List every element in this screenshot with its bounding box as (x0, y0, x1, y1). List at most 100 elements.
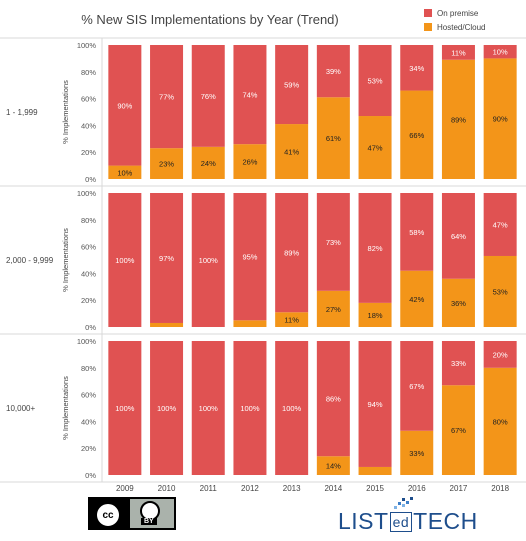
y-tick-label-2-4: 80% (81, 364, 96, 373)
bar-hosted-cloud-0-2009 (108, 165, 142, 179)
panel-label-1: 2,000 - 9,999 (6, 256, 54, 265)
label-hosted-cloud-0-2015: 47% (368, 144, 383, 153)
label-on-premise-1-2010: 97% (159, 254, 174, 263)
legend-label-on-premise: On premise (437, 8, 479, 18)
label-on-premise-0-2014: 39% (326, 67, 341, 76)
label-on-premise-1-2018: 47% (493, 220, 508, 229)
panel-label-2: 10,000+ (6, 404, 35, 413)
legend-swatch-hosted-cloud (424, 23, 432, 31)
bar-on-premise-2-2012 (233, 341, 267, 475)
label-hosted-cloud-2-2017: 67% (451, 426, 466, 435)
label-on-premise-1-2009: 100% (115, 256, 135, 265)
x-tick-label-2017: 2017 (450, 484, 468, 493)
label-hosted-cloud-1-2018: 53% (493, 287, 508, 296)
y-tick-label-1-5: 100% (77, 189, 97, 198)
legend: On premise Hosted/Cloud (424, 6, 485, 34)
brand-list: LIST (338, 508, 389, 534)
label-on-premise-1-2016: 58% (409, 228, 424, 237)
label-on-premise-1-2015: 82% (368, 244, 383, 253)
bar-hosted-cloud-1-2014 (316, 290, 350, 327)
bar-hosted-cloud-0-2015 (358, 116, 392, 179)
bar-on-premise-0-2011 (191, 45, 225, 147)
bar-hosted-cloud-2-2014 (316, 456, 350, 475)
listedtech-logo: LIST ed TECH (338, 505, 478, 535)
label-hosted-cloud-0-2011: 24% (201, 159, 216, 168)
bar-hosted-cloud-1-2013 (275, 312, 309, 327)
label-hosted-cloud-0-2018: 90% (493, 115, 508, 124)
bar-hosted-cloud-1-2017 (441, 278, 475, 327)
bar-hosted-cloud-1-2015 (358, 302, 392, 327)
label-hosted-cloud-0-2014: 61% (326, 134, 341, 143)
stacked-bar-chart: 1 - 1,999 % Implementations 0% 20% 40% 60% 80%… (0, 37, 526, 493)
label-on-premise-0-2010: 77% (159, 93, 174, 102)
label-on-premise-2-2018: 20% (493, 350, 508, 359)
label-hosted-cloud-1-2015: 18% (368, 311, 383, 320)
bar-on-premise-1-2014 (316, 193, 350, 291)
label-on-premise-0-2016: 34% (409, 64, 424, 73)
label-hosted-cloud-0-2016: 66% (409, 131, 424, 140)
label-hosted-cloud-0-2009: 10% (117, 168, 132, 177)
bar-hosted-cloud-2-2017 (441, 385, 475, 475)
label-on-premise-0-2018: 10% (493, 48, 508, 57)
bar-on-premise-0-2018 (483, 45, 517, 59)
label-on-premise-0-2013: 59% (284, 81, 299, 90)
label-on-premise-0-2015: 53% (368, 77, 383, 86)
bar-on-premise-1-2011 (191, 193, 225, 327)
bar-on-premise-2-2018 (483, 341, 517, 368)
bar-on-premise-2-2009 (108, 341, 142, 475)
brand-ed: ed (389, 512, 413, 532)
label-on-premise-2-2015: 94% (368, 400, 383, 409)
y-tick-label-0-5: 100% (77, 41, 97, 50)
bar-on-premise-2-2010 (150, 341, 184, 475)
label-on-premise-2-2010: 100% (157, 404, 177, 413)
x-tick-label-2011: 2011 (200, 484, 218, 493)
bar-hosted-cloud-2-2015 (358, 466, 392, 475)
bar-hosted-cloud-0-2010 (150, 148, 184, 179)
bar-on-premise-0-2014 (316, 45, 350, 98)
bar-on-premise-1-2016 (400, 193, 434, 271)
label-on-premise-2-2016: 67% (409, 382, 424, 391)
x-tick-label-2009: 2009 (116, 484, 134, 493)
bar-hosted-cloud-2-2018 (483, 367, 517, 475)
legend-item-hosted-cloud: Hosted/Cloud (424, 20, 485, 34)
panel-label-0: 1 - 1,999 (6, 108, 38, 117)
x-tick-label-2010: 2010 (158, 484, 176, 493)
bar-on-premise-1-2009 (108, 193, 142, 327)
label-on-premise-0-2009: 90% (117, 101, 132, 110)
y-axis-title-0: % Implementations (61, 80, 70, 144)
y-tick-label-1-3: 60% (81, 243, 96, 252)
y-tick-label-0-1: 20% (81, 148, 96, 157)
bar-on-premise-0-2009 (108, 45, 142, 166)
label-hosted-cloud-2-2014: 14% (326, 462, 341, 471)
label-on-premise-1-2014: 73% (326, 238, 341, 247)
bar-on-premise-2-2017 (441, 341, 475, 386)
bar-on-premise-1-2012 (233, 193, 267, 321)
label-hosted-cloud-0-2017: 89% (451, 115, 466, 124)
bar-on-premise-2-2013 (275, 341, 309, 475)
y-axis-title-2: % Implementations (61, 376, 70, 440)
bar-on-premise-1-2013 (275, 193, 309, 313)
y-tick-label-0-2: 40% (81, 121, 96, 130)
brand-dots-icon (394, 497, 413, 509)
x-tick-label-2016: 2016 (408, 484, 426, 493)
legend-item-on-premise: On premise (424, 6, 485, 20)
label-on-premise-2-2013: 100% (282, 404, 302, 413)
bar-hosted-cloud-0-2011 (191, 146, 225, 179)
x-tick-label-2013: 2013 (283, 484, 301, 493)
label-on-premise-1-2013: 89% (284, 249, 299, 258)
bar-on-premise-1-2017 (441, 193, 475, 279)
y-tick-label-0-4: 80% (81, 68, 96, 77)
bar-hosted-cloud-0-2018 (483, 58, 517, 179)
chart-title: % New SIS Implementations by Year (Trend… (81, 12, 339, 27)
bar-on-premise-1-2015 (358, 193, 392, 303)
label-on-premise-2-2012: 100% (240, 404, 260, 413)
by-label: BY (141, 518, 157, 525)
bar-on-premise-2-2015 (358, 341, 392, 467)
x-tick-label-2014: 2014 (324, 484, 342, 493)
bar-on-premise-1-2010 (150, 193, 184, 323)
bar-on-premise-0-2010 (150, 45, 184, 149)
y-tick-label-0-3: 60% (81, 95, 96, 104)
y-axis-title-1: % Implementations (61, 228, 70, 292)
bar-on-premise-0-2016 (400, 45, 434, 91)
bar-hosted-cloud-1-2012 (233, 320, 267, 327)
